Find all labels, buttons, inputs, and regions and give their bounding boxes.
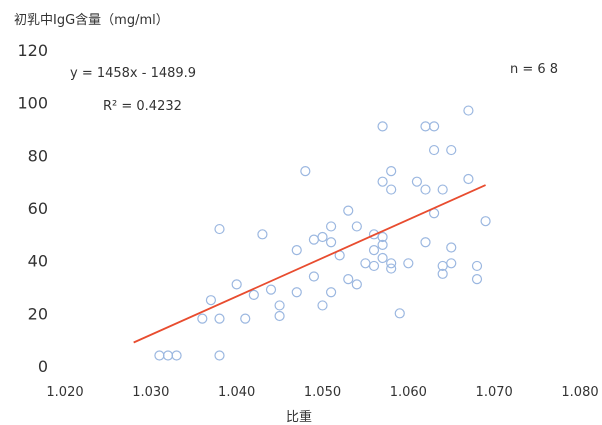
data-point [368, 260, 380, 272]
data-point [446, 258, 457, 269]
y-axis-ticks: 0 20 40 60 80 100 120 [17, 41, 48, 376]
data-point [386, 166, 397, 177]
y-axis-label: 初乳中IgG含量（mg/ml） [14, 13, 169, 28]
data-point [231, 279, 242, 290]
data-point [343, 205, 354, 216]
data-point [325, 287, 337, 298]
y-tick-label: 100 [17, 94, 48, 113]
data-point [274, 310, 285, 322]
data-point [308, 234, 320, 245]
data-point [368, 245, 380, 256]
data-point [377, 239, 388, 250]
data-point [411, 176, 423, 187]
data-point [377, 252, 388, 264]
data-point [325, 237, 337, 248]
y-tick-label: 20 [28, 304, 48, 323]
trendline [133, 184, 486, 344]
data-point [197, 313, 208, 324]
data-point [446, 242, 457, 253]
y-tick-label: 120 [17, 41, 48, 60]
data-point [437, 268, 448, 279]
x-tick-label: 1.070 [476, 385, 513, 400]
x-tick-label: 1.040 [218, 385, 255, 400]
data-point [317, 231, 328, 243]
data-point [240, 313, 251, 324]
data-points [154, 105, 491, 361]
data-point [360, 258, 371, 269]
data-point [446, 144, 457, 156]
data-point [291, 287, 302, 298]
x-tick-label: 1.050 [304, 385, 341, 400]
data-point [471, 260, 483, 272]
r-squared-label: R² = 0.4232 [103, 99, 182, 114]
data-point [351, 279, 362, 290]
data-point [162, 350, 174, 361]
data-point [300, 166, 311, 177]
data-point [291, 245, 302, 256]
data-point [437, 184, 448, 195]
data-point [214, 350, 225, 361]
data-point [386, 263, 397, 274]
data-point [428, 121, 440, 132]
x-tick-label: 1.020 [46, 385, 83, 400]
x-tick-label: 1.030 [132, 385, 169, 400]
data-point [480, 216, 491, 227]
y-tick-label: 0 [38, 357, 48, 376]
regression-equation: y = 1458x - 1489.9 [70, 66, 197, 81]
data-point [403, 258, 414, 269]
data-point [377, 121, 388, 132]
data-point [214, 313, 225, 324]
data-point [420, 121, 431, 132]
data-point [308, 271, 320, 282]
data-point [248, 289, 259, 300]
data-point [351, 221, 362, 232]
data-point [265, 284, 277, 295]
data-point [377, 231, 388, 243]
y-tick-label: 60 [28, 199, 48, 218]
data-point [420, 184, 431, 195]
data-point [471, 274, 483, 285]
data-point [274, 300, 285, 311]
data-point [205, 295, 217, 306]
x-tick-label: 1.060 [390, 385, 427, 400]
data-point [420, 237, 431, 248]
x-tick-label: 1.080 [561, 385, 598, 400]
data-point [428, 144, 440, 156]
data-point [171, 350, 182, 361]
sample-size-label: n = 6 8 [510, 62, 559, 77]
data-point [394, 308, 405, 319]
data-point [386, 184, 397, 195]
data-point [377, 176, 388, 187]
data-point [325, 221, 337, 232]
data-point [257, 229, 268, 240]
data-point [463, 105, 474, 116]
data-point [386, 258, 397, 269]
data-point [154, 350, 165, 361]
data-point [214, 223, 225, 235]
x-axis-ticks: 1.020 1.030 1.040 1.050 1.060 1.070 1.080 [46, 385, 598, 400]
data-point [463, 173, 474, 185]
data-point [317, 300, 328, 311]
data-point [343, 274, 354, 285]
y-tick-label: 80 [28, 146, 48, 165]
y-tick-label: 40 [28, 252, 48, 271]
x-axis-label: 比重 [286, 410, 313, 425]
